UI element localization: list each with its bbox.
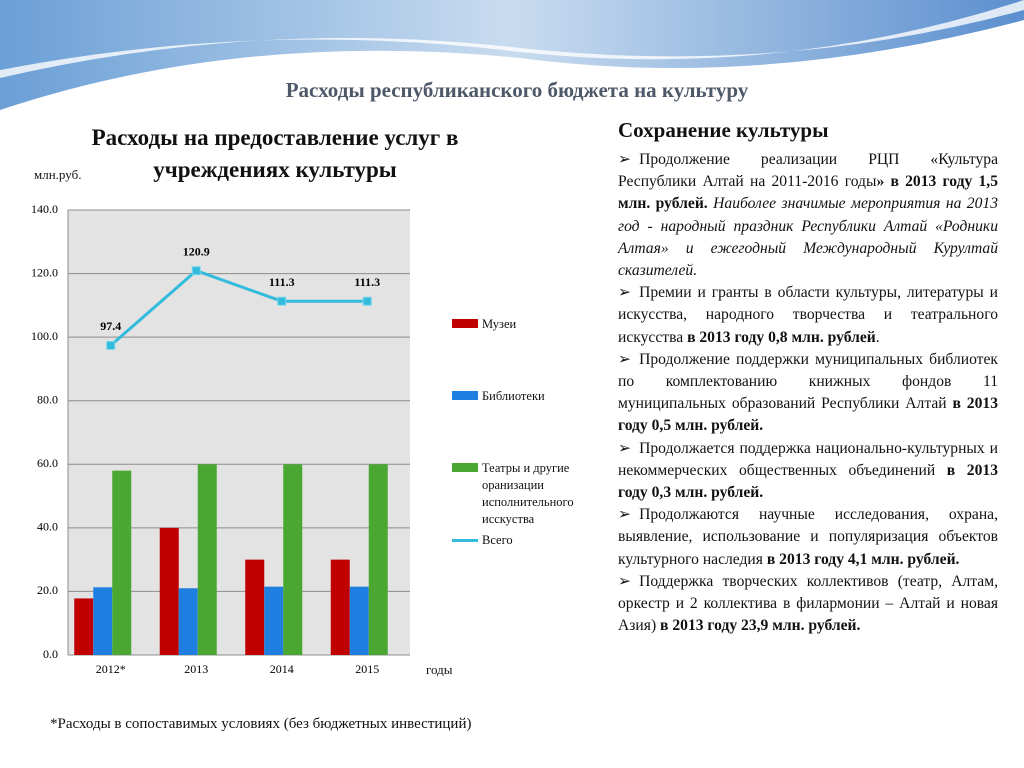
line-marker xyxy=(191,266,201,276)
bar xyxy=(283,464,303,655)
item-text: . xyxy=(875,328,880,346)
legend-swatch xyxy=(452,391,478,400)
y-tick-label: 120.0 xyxy=(31,265,58,279)
y-axis-label: млн.руб. xyxy=(34,167,82,182)
legend-label: Всего xyxy=(482,533,513,547)
bar xyxy=(178,588,198,655)
chart-title: Расходы на предоставление услуг в учрежд… xyxy=(91,125,459,182)
item-text: Наиболее значимые мероприятия на 2013 го… xyxy=(618,195,998,280)
x-axis-label: годы xyxy=(426,662,453,677)
item-text: в 2013 году 0,5 млн. рублей. xyxy=(618,395,998,435)
data-label: 97.4 xyxy=(100,319,121,333)
data-label: 111.3 xyxy=(269,275,295,289)
bar xyxy=(368,464,388,655)
y-tick-label: 60.0 xyxy=(37,456,58,470)
line-marker xyxy=(277,296,287,306)
page-title: Расходы республиканского бюджета на куль… xyxy=(285,78,749,102)
bar xyxy=(330,559,350,655)
legend-entry: Музеи xyxy=(452,316,588,333)
section-heading: Сохранение культуры xyxy=(618,118,829,142)
list-item: Поддержка творческих коллективов (театр,… xyxy=(618,571,998,638)
item-text: Продолжение поддержки муниципальных библ… xyxy=(618,350,998,413)
bar xyxy=(93,587,113,655)
bar xyxy=(197,464,217,655)
bar xyxy=(159,527,179,655)
item-text: » в 2013 году 1,5 млн. рублей. xyxy=(618,173,998,213)
y-tick-label: 40.0 xyxy=(37,520,58,534)
list-item: Продолжение поддержки муниципальных библ… xyxy=(618,349,998,438)
legend-entry: Театры и другие оранизации исполнительно… xyxy=(452,460,588,528)
y-tick-label: 0.0 xyxy=(43,647,58,661)
list-item: Продолжение реализации РЦП «Культура Рес… xyxy=(618,149,998,282)
culture-section: Сохранение культуры Продолжение реализац… xyxy=(618,118,998,637)
item-text: Премии и гранты в области культуры, лите… xyxy=(618,284,998,346)
list-item: Премии и гранты в области культуры, лите… xyxy=(618,282,998,349)
item-text: в 2013 году 0,8 млн. рублей xyxy=(687,328,876,346)
y-tick-label: 20.0 xyxy=(37,583,58,597)
item-list: Продолжение реализации РЦП «Культура Рес… xyxy=(618,149,998,637)
bar xyxy=(349,586,369,655)
legend-entry: Всего xyxy=(452,532,588,549)
x-tick-label: 2015 xyxy=(355,662,379,676)
line-marker xyxy=(362,296,372,306)
footnote: *Расходы в сопоставимых условиях (без бю… xyxy=(50,716,472,732)
list-item: Продолжается поддержка национально-культ… xyxy=(618,438,998,505)
bar xyxy=(264,586,284,655)
item-text: в 2013 году 23,9 млн. рублей. xyxy=(660,617,861,635)
x-tick-label: 2012* xyxy=(96,662,126,676)
y-tick-label: 100.0 xyxy=(31,329,58,343)
item-text: Продолжение реализации РЦП «Культура Рес… xyxy=(618,151,998,191)
total-line xyxy=(109,269,368,347)
item-text: Продолжаются научные исследования, охран… xyxy=(618,506,998,568)
y-tick-label: 140.0 xyxy=(31,202,58,216)
y-tick-label: 80.0 xyxy=(37,392,58,406)
legend-label: Музеи xyxy=(482,317,517,331)
line-marker xyxy=(106,340,116,350)
legend-entry: Библиотеки xyxy=(452,388,588,405)
legend-line-swatch xyxy=(452,539,478,542)
data-label: 111.3 xyxy=(354,275,380,289)
x-tick-label: 2014 xyxy=(270,662,294,676)
legend-swatch xyxy=(452,319,478,328)
legend-swatch xyxy=(452,463,478,472)
legend-label: Театры и другие оранизации исполнительно… xyxy=(482,461,574,526)
bar xyxy=(112,470,132,655)
item-text: в 2013 году 4,1 млн. рублей. xyxy=(766,550,960,568)
bar xyxy=(74,598,94,655)
data-label: 120.9 xyxy=(183,244,210,258)
x-tick-label: 2013 xyxy=(184,662,208,676)
item-text: в 2013 году 0,3 млн. рублей. xyxy=(618,461,998,502)
header-wave xyxy=(0,0,1024,110)
item-text: Поддержка творческих коллективов (театр,… xyxy=(618,572,998,635)
item-text: Продолжается поддержка национально-культ… xyxy=(618,439,998,479)
list-item: Продолжаются научные исследования, охран… xyxy=(618,504,998,571)
bar xyxy=(245,559,265,655)
legend-label: Библиотеки xyxy=(482,389,545,403)
